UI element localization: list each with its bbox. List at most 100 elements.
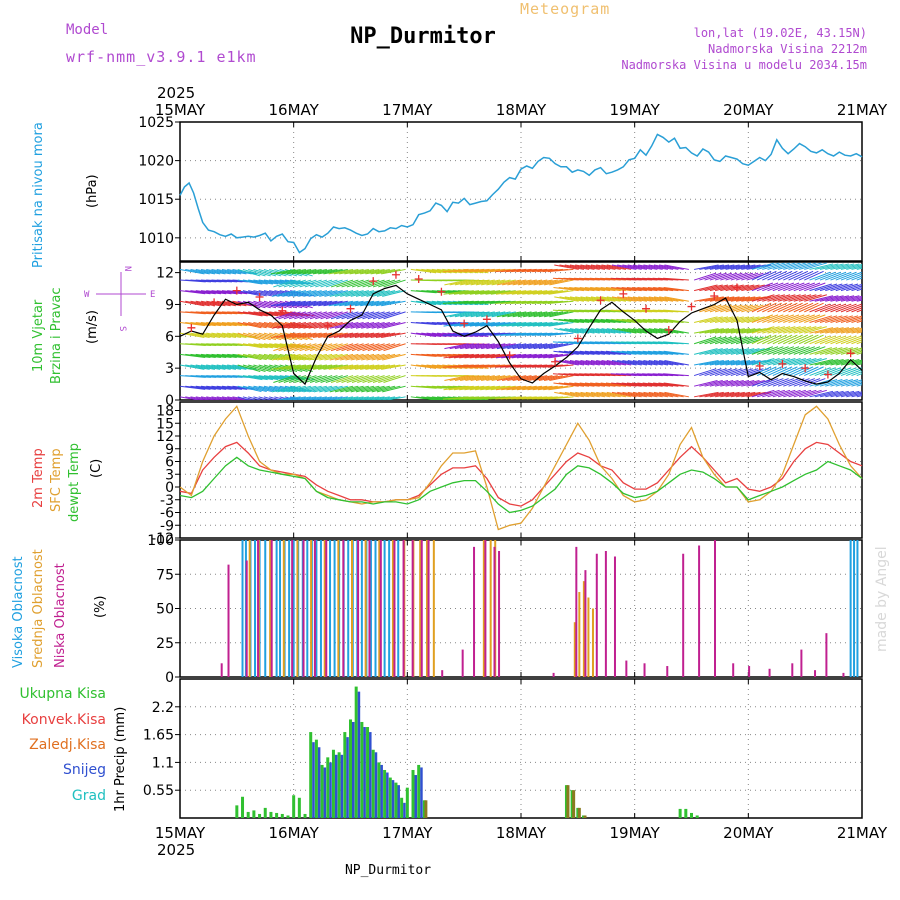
wind-arrow xyxy=(741,272,764,281)
wind-arrow xyxy=(720,264,745,270)
wind-arrow xyxy=(271,353,296,361)
wind-arrow xyxy=(369,396,390,400)
total-precip-bar xyxy=(684,808,688,818)
wind-arrow xyxy=(825,358,849,366)
wind-arrow xyxy=(242,375,268,381)
wind-arrow xyxy=(725,360,751,366)
wind-arrow xyxy=(694,284,718,292)
wind-arrow xyxy=(242,290,267,297)
wind-arrow xyxy=(495,290,522,295)
wind-arrow xyxy=(709,264,735,270)
wind-arrow xyxy=(180,364,205,370)
wind-arrow xyxy=(830,335,852,345)
wind-arrow xyxy=(767,389,791,398)
wind-arrow xyxy=(819,283,843,292)
wind-arrow xyxy=(606,296,632,302)
wind-arrow xyxy=(495,322,522,327)
wind-arrow xyxy=(469,385,495,391)
wind-arrow xyxy=(481,311,506,318)
wind-arrow xyxy=(248,375,274,381)
wind-arrow xyxy=(253,375,279,381)
wind-arrow xyxy=(286,268,312,275)
wind-arrow xyxy=(846,285,862,292)
wind-arrow xyxy=(846,305,862,313)
wind-arrow xyxy=(856,299,862,302)
wind-arrow xyxy=(564,264,590,270)
wind-arrow xyxy=(309,311,333,320)
wind-arrow xyxy=(611,264,637,270)
wind-arrow xyxy=(632,382,658,387)
wind-arrow xyxy=(336,343,359,352)
temperature-ytick-label: 12 xyxy=(156,429,174,445)
wind-arrow xyxy=(537,290,564,295)
wind-arrow xyxy=(798,270,819,281)
wind-arrow xyxy=(554,328,579,334)
wind-arrow xyxy=(569,328,595,334)
wind-arrow xyxy=(237,322,262,329)
wind-arrow xyxy=(216,322,243,327)
wind-arrow xyxy=(528,279,553,286)
wind-arrow xyxy=(751,334,772,345)
wind-arrow xyxy=(637,318,663,324)
wind-arrow xyxy=(221,290,248,295)
wind-arrow xyxy=(349,364,375,370)
wind-arrow xyxy=(346,311,370,320)
wind-arrow xyxy=(481,375,506,381)
wind-arrow xyxy=(830,327,855,334)
wind-arrow xyxy=(664,296,689,302)
wind-arrow xyxy=(464,322,490,327)
wind-arrow xyxy=(595,287,621,292)
wind-arrow xyxy=(253,343,279,349)
wind-arrow xyxy=(616,382,642,387)
wind-arrow xyxy=(490,385,516,391)
wind-arrow xyxy=(601,328,627,334)
wind-arrow xyxy=(648,296,674,302)
wind-arrow xyxy=(579,318,606,324)
wind-arrow xyxy=(333,300,359,307)
wind-arrow xyxy=(658,287,684,292)
wind-arrow xyxy=(349,300,375,307)
wind-arrow xyxy=(344,364,369,370)
wind-arrow xyxy=(320,343,343,352)
wind-arrow xyxy=(543,322,569,327)
wind-arrow xyxy=(474,353,501,359)
wind-arrow xyxy=(730,380,755,387)
wind-arrow xyxy=(611,350,637,355)
wind-arrow xyxy=(627,264,653,270)
wind-arrow xyxy=(320,375,343,383)
wind-arrow xyxy=(516,353,543,359)
wind-arrow xyxy=(762,314,784,323)
wind-arrow xyxy=(647,382,674,387)
wind-arrow xyxy=(319,290,343,297)
wind-arrow xyxy=(325,279,349,288)
snow-bar xyxy=(334,754,338,818)
wind-arrow xyxy=(611,382,637,387)
gust-marker xyxy=(391,270,400,279)
wind-arrow xyxy=(616,350,642,355)
total-precip-bar xyxy=(377,762,381,818)
wind-arrow xyxy=(385,396,406,400)
wind-arrow xyxy=(501,353,527,359)
wind-arrow xyxy=(270,300,296,307)
wind-arrow xyxy=(318,300,343,307)
wind-arrow xyxy=(809,335,831,345)
wind-arrow xyxy=(381,332,406,339)
wind-arrow xyxy=(313,353,338,361)
model-name: wrf-nmm_v3.9.1 e1km xyxy=(66,48,257,66)
wind-arrow xyxy=(621,287,647,292)
wind-arrow xyxy=(382,353,406,361)
wind-arrow xyxy=(371,290,396,297)
wind-arrow xyxy=(278,343,301,352)
wind-arrow xyxy=(206,364,231,370)
snow-bar xyxy=(323,767,327,818)
pressure-unit: (hPa) xyxy=(85,174,100,208)
wind-arrow xyxy=(730,360,756,366)
wind-arrow xyxy=(496,343,522,350)
wind-arrow xyxy=(258,364,282,372)
wind-arrow xyxy=(285,396,306,400)
wind-arrow xyxy=(825,315,848,323)
wind-arrow xyxy=(720,296,745,302)
wind-arrow xyxy=(227,396,248,400)
wind-arrow xyxy=(299,279,322,288)
wind-arrow xyxy=(653,264,679,270)
